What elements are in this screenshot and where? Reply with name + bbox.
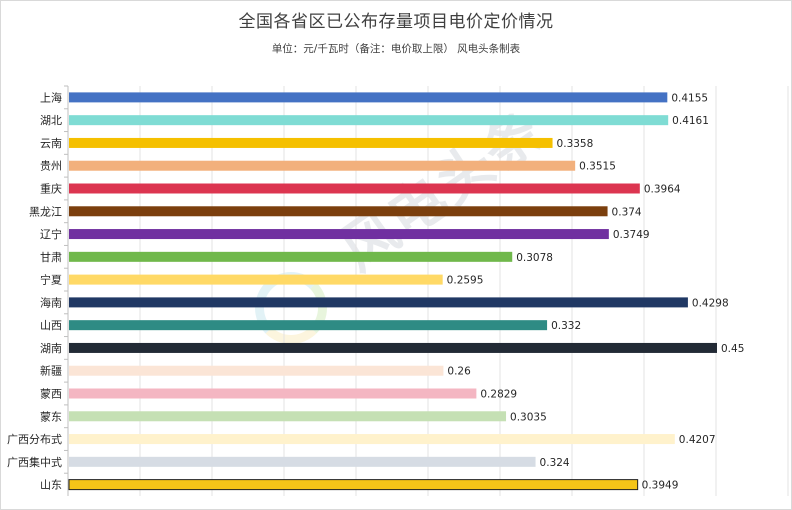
data-label: 0.2829 (480, 389, 517, 401)
bar (69, 274, 443, 285)
category-label: 广西分布式 (7, 433, 62, 446)
data-label: 0.4207 (679, 434, 716, 446)
category-label: 辽宁 (40, 227, 62, 241)
data-label: 0.4155 (671, 92, 708, 104)
bar (69, 160, 576, 171)
category-label: 新疆 (40, 364, 62, 378)
bar (69, 320, 548, 331)
bar (69, 388, 477, 399)
category-label: 蒙东 (40, 410, 62, 423)
bar (69, 456, 536, 467)
data-label: 0.3035 (510, 411, 547, 423)
bar (69, 365, 444, 376)
category-label: 甘肃 (40, 251, 62, 264)
category-label: 黑龙江 (29, 205, 62, 218)
bar (69, 92, 668, 103)
data-label: 0.3515 (579, 161, 616, 173)
bar (69, 115, 669, 126)
category-label: 海南 (40, 295, 62, 309)
bar (69, 251, 513, 262)
data-label: 0.374 (612, 206, 642, 218)
data-label: 0.45 (721, 343, 744, 355)
data-label: 0.26 (447, 366, 471, 378)
data-label: 0.4298 (692, 297, 729, 309)
bar (69, 411, 507, 422)
bar (68, 479, 639, 491)
category-label: 山东 (40, 479, 62, 492)
data-label: 0.3749 (613, 229, 650, 241)
chart-subtitle: 单位：元/千瓦时（备注：电价取上限） 风电头条制表 (271, 43, 521, 55)
category-label: 湖南 (40, 342, 62, 355)
bar (69, 137, 553, 148)
category-label: 广西集中式 (7, 455, 62, 469)
data-label: 0.3358 (557, 138, 594, 150)
data-label: 0.324 (540, 457, 570, 469)
category-label: 湖北 (40, 114, 62, 127)
bar (69, 183, 640, 194)
bar (69, 229, 609, 240)
bar (69, 434, 675, 445)
data-label: 0.2595 (447, 275, 484, 287)
category-label: 重庆 (40, 182, 62, 196)
category-label: 云南 (40, 137, 62, 150)
bar (69, 297, 688, 308)
bar (69, 206, 608, 217)
category-label: 宁夏 (40, 273, 62, 287)
data-label: 0.4161 (672, 115, 709, 127)
category-label: 山西 (40, 319, 62, 332)
category-label: 上海 (40, 90, 62, 104)
bar (69, 342, 717, 353)
data-label: 0.3949 (642, 480, 679, 492)
data-label: 0.3964 (644, 184, 681, 196)
category-label: 贵州 (40, 160, 62, 173)
chart-title: 全国各省区已公布存量项目电价定价情况 (238, 12, 554, 32)
category-label: 蒙西 (40, 388, 62, 401)
data-label: 0.3078 (516, 252, 553, 264)
data-label: 0.332 (551, 320, 581, 332)
